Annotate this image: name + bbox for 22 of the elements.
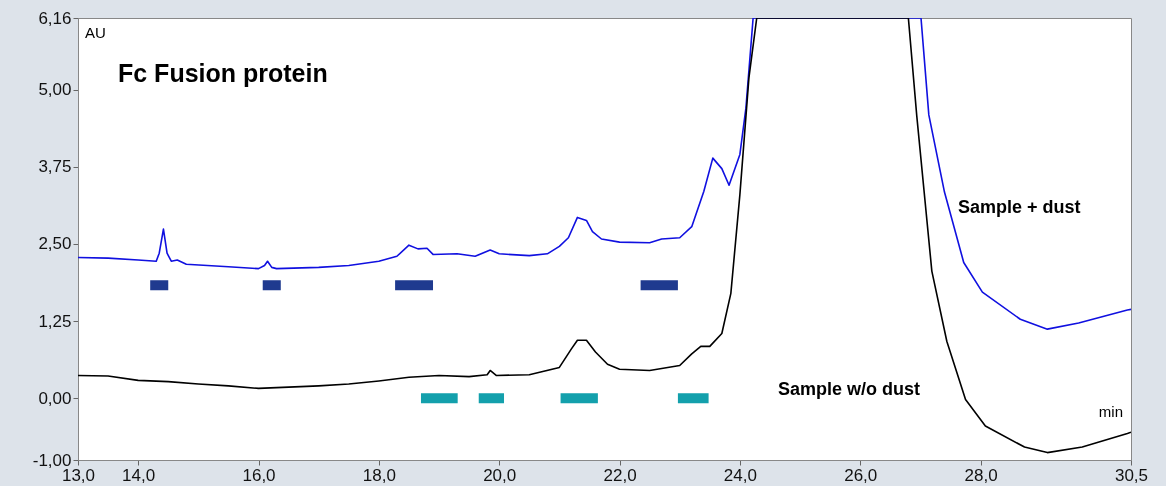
- y-tick-label: 5,00: [38, 80, 72, 100]
- y-tick-label: 0,00: [38, 388, 72, 408]
- x-tick-label: 16,0: [242, 465, 276, 485]
- text: Sample w/o dust: [778, 379, 921, 399]
- x-tick-label: 22,0: [603, 465, 637, 485]
- line-series: [78, 18, 1131, 454]
- y-tick-label: 1,25: [38, 311, 72, 331]
- y-tick-label: 3,75: [38, 157, 72, 177]
- line-series: [78, 18, 1131, 330]
- x-tick-label: 26,0: [844, 465, 878, 485]
- x-tick-label: 24,0: [723, 465, 757, 485]
- y-tick-label: 2,50: [38, 234, 72, 254]
- x-tick-label: 14,0: [122, 465, 156, 485]
- x-tick-label: 18,0: [362, 465, 396, 485]
- x-tick-label: 28,0: [964, 465, 998, 485]
- y-tick-label: 6,16: [38, 8, 72, 28]
- series-label: Sample + dust: [958, 197, 1081, 217]
- y-axis-title: AU: [85, 24, 106, 41]
- text: Fc Fusion protein: [118, 59, 328, 87]
- x-tick-label: 20,0: [483, 465, 517, 485]
- x-axis-title: min: [1098, 403, 1123, 420]
- x-tick-label: 30,5: [1114, 465, 1149, 485]
